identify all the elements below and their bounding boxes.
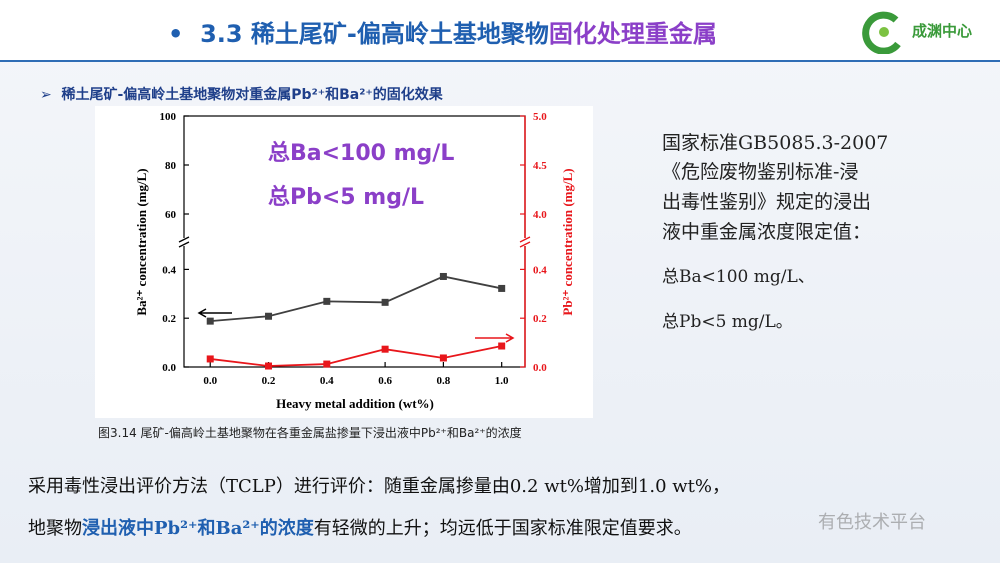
y2-tick-label: 0.2	[533, 313, 547, 325]
x-tick-label: 0.4	[320, 375, 334, 387]
y2-tick-label: 0.4	[533, 264, 547, 276]
standard-line: 出毒性鉴别》规定的浸出	[662, 191, 872, 213]
standard-line: 总Ba<100 mg/L、	[662, 267, 815, 287]
data-point	[498, 342, 506, 350]
series-line	[210, 345, 502, 367]
subheading: ➢ 稀土尾矿-偏高岭土基地聚物对重金属Pb²⁺和Ba²⁺的固化效果	[40, 87, 443, 103]
y2-tick-label: 5.0	[533, 111, 547, 123]
data-point	[265, 362, 273, 370]
axis-break	[519, 236, 531, 248]
standard-line: 总Pb<5 mg/L。	[662, 312, 793, 332]
body-text: 地聚物浸出液中Pb²⁺和Ba²⁺的浓度有轻微的上升；均远低于国家标准限定值要求。	[28, 514, 692, 540]
y2-tick-label: 0.0	[533, 362, 547, 374]
annotation: 总Ba<100 mg/L	[268, 140, 454, 166]
y-tick-label: 0.4	[162, 264, 176, 276]
data-point	[265, 312, 273, 320]
data-point	[206, 355, 214, 363]
axis-arrow	[197, 308, 232, 318]
y-tick-label: 80	[165, 160, 177, 172]
standard-line: 《危险废物鉴别标准-浸	[662, 161, 859, 183]
axis-break-gap	[519, 238, 531, 246]
data-point	[381, 345, 389, 353]
watermark: 有色技术平台	[818, 512, 926, 533]
data-point	[323, 360, 331, 368]
y2-axis-label: Pb²⁺ concentration (mg/L)	[560, 168, 575, 315]
x-tick-label: 0.0	[203, 375, 217, 387]
x-tick-label: 0.8	[437, 375, 451, 387]
y-tick-label: 100	[160, 111, 177, 123]
body-text-part: 地聚物	[28, 518, 82, 539]
y-tick-label: 60	[165, 209, 177, 221]
axis-arrow	[475, 333, 515, 343]
axis-break-gap	[178, 238, 190, 246]
standard-line: 液中重金属浓度限定值：	[662, 221, 872, 243]
title-part: 固化处理重金属	[548, 20, 717, 48]
chart-background	[95, 106, 593, 418]
y-tick-label: 0.2	[162, 313, 176, 325]
subheading-text: 稀土尾矿-偏高岭土基地聚物对重金属Pb²⁺和Ba²⁺的固化效果	[61, 87, 443, 103]
annotation: 总Pb<5 mg/L	[268, 184, 424, 210]
x-tick-label: 1.0	[495, 375, 509, 387]
data-point	[381, 298, 389, 306]
body-text-highlight: 浸出液中Pb²⁺和Ba²⁺的浓度	[82, 518, 314, 539]
data-point	[323, 297, 331, 305]
y2-tick-label: 4.5	[533, 160, 547, 172]
y2-tick-label: 4.0	[533, 209, 547, 221]
standard-line: 国家标准GB5085.3-2007	[662, 132, 889, 154]
data-point	[498, 284, 506, 292]
axis-break	[178, 236, 190, 248]
data-point	[439, 272, 447, 280]
y-tick-label: 0.0	[162, 362, 176, 374]
x-tick-label: 0.2	[262, 375, 276, 387]
logo-text: 成渊中心	[912, 22, 973, 40]
logo-icon	[862, 11, 901, 54]
header-band	[0, 0, 1000, 62]
body-text: 采用毒性浸出评价方法（TCLP）进行评价：随重金属掺量由0.2 wt%增加到1.…	[28, 476, 731, 497]
x-tick-label: 0.6	[378, 375, 392, 387]
y-axis-label: Ba²⁺ concentration (mg/L)	[134, 168, 149, 315]
figure-caption: 图3.14 尾矿-偏高岭土基地聚物在各重金属盐掺量下浸出液中Pb²⁺和Ba²⁺的…	[98, 426, 522, 440]
series-line	[210, 275, 502, 323]
title-part: 3.3 稀土尾矿-偏高岭土基地聚物	[200, 20, 549, 48]
x-axis-label: Heavy metal addition (wt%)	[276, 396, 434, 411]
body-text-part: 有轻微的上升；均远低于国家标准限定值要求。	[313, 518, 692, 539]
data-point	[206, 317, 214, 325]
data-point	[439, 354, 447, 362]
slide-title: • 3.3 稀土尾矿-偏高岭土基地聚物固化处理重金属	[168, 20, 717, 48]
